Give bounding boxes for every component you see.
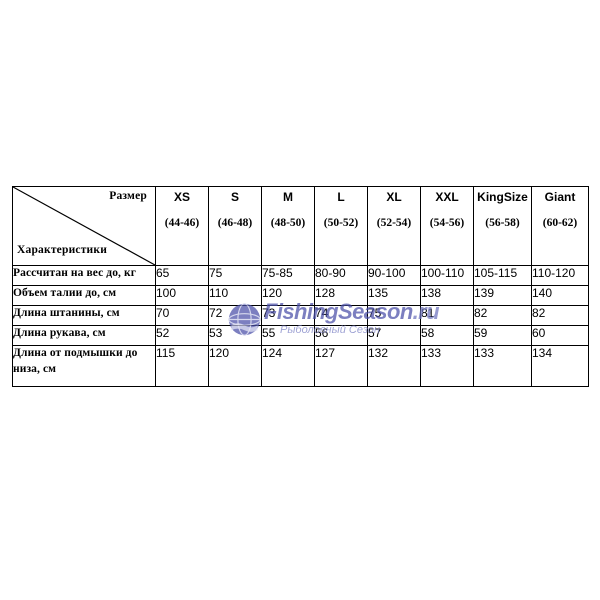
table-cell: 100-110 bbox=[420, 265, 474, 286]
table-cell: 56 bbox=[314, 325, 368, 346]
table-cell: 52 bbox=[155, 325, 209, 346]
column-header-range: (50-52) bbox=[323, 217, 359, 229]
column-header-m: M (48-50) bbox=[261, 186, 315, 266]
table-cell: 60 bbox=[531, 325, 589, 346]
table-cell: 128 bbox=[314, 285, 368, 306]
table-cell: 138 bbox=[420, 285, 474, 306]
column-header-range: (46-48) bbox=[217, 217, 253, 229]
row-label: Объем талии до, см bbox=[12, 285, 156, 306]
column-header-range: (54-56) bbox=[429, 217, 465, 229]
table-row: Длина от подмышки до низа, см 115 120 12… bbox=[12, 345, 589, 387]
column-header-kingsize: KingSize (56-58) bbox=[473, 186, 532, 266]
column-header-name: XS bbox=[173, 190, 190, 204]
table-cell: 58 bbox=[420, 325, 474, 346]
table-cell: 72 bbox=[208, 305, 262, 326]
table-cell: 65 bbox=[155, 265, 209, 286]
table-cell: 73 bbox=[261, 305, 315, 326]
table-cell: 81 bbox=[420, 305, 474, 326]
column-header-name: XXL bbox=[435, 190, 459, 204]
table-cell: 124 bbox=[261, 345, 315, 387]
column-header-name: S bbox=[230, 190, 239, 204]
column-header-name: M bbox=[283, 190, 293, 204]
column-header-range: (44-46) bbox=[164, 217, 200, 229]
table-cell: 140 bbox=[531, 285, 589, 306]
table-cell: 75-85 bbox=[261, 265, 315, 286]
table-cell: 133 bbox=[420, 345, 474, 387]
table-cell: 115 bbox=[155, 345, 209, 387]
table-cell: 82 bbox=[531, 305, 589, 326]
table-cell: 110-120 bbox=[531, 265, 589, 286]
corner-label-size: Размер bbox=[109, 190, 147, 202]
column-header-name: KingSize bbox=[477, 190, 528, 204]
row-label: Длина штанины, см bbox=[12, 305, 156, 326]
table-cell: 80-90 bbox=[314, 265, 368, 286]
column-header-xl: XL (52-54) bbox=[367, 186, 421, 266]
row-label: Рассчитан на вес до, кг bbox=[12, 265, 156, 286]
table-cell: 82 bbox=[473, 305, 532, 326]
table-cell: 53 bbox=[208, 325, 262, 346]
table-cell: 75 bbox=[208, 265, 262, 286]
column-header-s: S (46-48) bbox=[208, 186, 262, 266]
table-row: Длина штанины, см 70 72 73 74 75 81 82 8… bbox=[12, 305, 589, 326]
corner-header-cell: Размер Характеристики bbox=[12, 186, 156, 266]
table-cell: 110 bbox=[208, 285, 262, 306]
table-cell: 120 bbox=[208, 345, 262, 387]
column-header-name: L bbox=[337, 190, 345, 204]
table-cell: 90-100 bbox=[367, 265, 421, 286]
table-cell: 59 bbox=[473, 325, 532, 346]
table-cell: 100 bbox=[155, 285, 209, 306]
column-header-giant: Giant (60-62) bbox=[531, 186, 589, 266]
table-cell: 75 bbox=[367, 305, 421, 326]
table-header-row: Размер Характеристики XS (44-46) S (46-4… bbox=[12, 186, 589, 266]
table-row: Рассчитан на вес до, кг 65 75 75-85 80-9… bbox=[12, 265, 589, 286]
column-header-range: (56-58) bbox=[485, 217, 520, 229]
table-row: Объем талии до, см 100 110 120 128 135 1… bbox=[12, 285, 589, 306]
table-cell: 74 bbox=[314, 305, 368, 326]
table-cell: 70 bbox=[155, 305, 209, 326]
column-header-name: XL bbox=[386, 190, 402, 204]
table-cell: 127 bbox=[314, 345, 368, 387]
table-cell: 132 bbox=[367, 345, 421, 387]
row-label: Длина рукава, см bbox=[12, 325, 156, 346]
column-header-name: Giant bbox=[544, 190, 576, 204]
table-cell: 139 bbox=[473, 285, 532, 306]
table-cell: 134 bbox=[531, 345, 589, 387]
column-header-range: (48-50) bbox=[270, 217, 306, 229]
column-header-xxl: XXL (54-56) bbox=[420, 186, 474, 266]
column-header-range: (60-62) bbox=[542, 217, 578, 229]
row-label: Длина от подмышки до низа, см bbox=[12, 345, 156, 387]
table-cell: 135 bbox=[367, 285, 421, 306]
table-cell: 57 bbox=[367, 325, 421, 346]
column-header-range: (52-54) bbox=[376, 217, 412, 229]
table-cell: 133 bbox=[473, 345, 532, 387]
size-chart-table: Размер Характеристики XS (44-46) S (46-4… bbox=[12, 186, 589, 387]
table-row: Длина рукава, см 52 53 55 56 57 58 59 60 bbox=[12, 325, 589, 346]
column-header-l: L (50-52) bbox=[314, 186, 368, 266]
table-cell: 120 bbox=[261, 285, 315, 306]
corner-label-characteristics: Характеристики bbox=[17, 244, 108, 256]
table-cell: 105-115 bbox=[473, 265, 532, 286]
column-header-xs: XS (44-46) bbox=[155, 186, 209, 266]
table-cell: 55 bbox=[261, 325, 315, 346]
